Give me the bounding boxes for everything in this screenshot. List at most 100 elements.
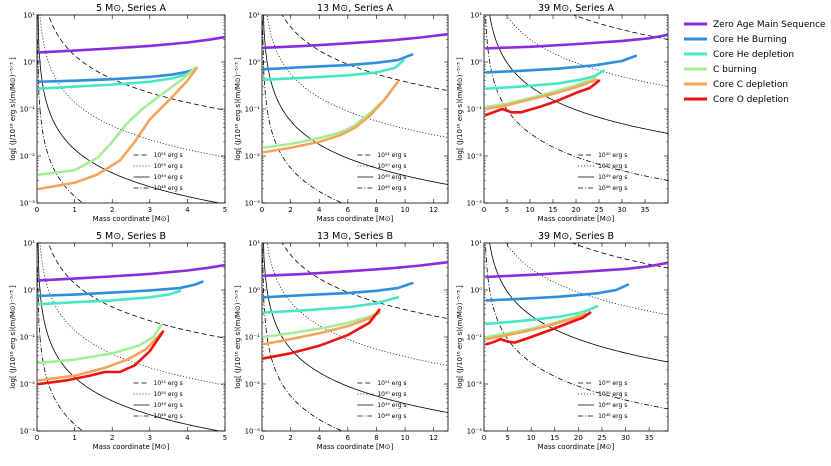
series-line-c_dep	[37, 331, 163, 382]
plot-area	[37, 15, 225, 203]
panel-title: 5 M⊙, Series A	[96, 3, 166, 14]
series-line-c_dep	[485, 312, 587, 341]
x-axis-label: Mass coordinate [M⊙]	[538, 215, 615, 223]
ref-legend-label: 10⁴⁹ erg s	[598, 402, 627, 409]
y-tick-label: 10⁻²	[20, 381, 36, 389]
panel-4: 5 M⊙, Series B 10⁻³ 10⁻² 10⁻¹ 10⁰ 10¹ 0 1 2 3 4 5 Ma…	[9, 231, 227, 451]
series-line-zams	[262, 260, 448, 278]
panel-title: 13 M⊙, Series A	[317, 3, 394, 14]
ref-legend-label: 10⁴⁹ erg s	[598, 174, 627, 181]
x-axis-label: Mass coordinate [M⊙]	[93, 443, 170, 451]
x-tick-label: 5	[505, 434, 509, 442]
y-tick-label: 10⁰	[470, 59, 482, 67]
reference-curve-dashdot	[262, 248, 344, 431]
y-axis-label: log[ (J/10¹⁶ erg s)(m/M⊙)⁻⁵ᐟ³ ]	[9, 285, 17, 389]
series-line-o_dep	[484, 79, 601, 117]
ref-legend-label: 10⁴⁹ erg s	[154, 402, 183, 409]
series-line-he_dep	[262, 295, 400, 314]
reference-curve-dashdot	[485, 15, 668, 181]
panel-6: 39 M⊙, Series B 10⁻³ 10⁻² 10⁻¹ 10⁰ 10¹ 0 5 10 15 2…	[456, 231, 669, 451]
x-axis-label: Mass coordinate [M⊙]	[93, 215, 170, 223]
x-axis-label: Mass coordinate [M⊙]	[317, 443, 394, 451]
ref-legend-label: 10⁵⁰ erg s	[598, 163, 627, 170]
reference-curve-dashed	[48, 15, 225, 111]
panel-3: 39 M⊙, Series A 10⁻³ 10⁻² 10⁻¹ 10⁰ 10¹ 0 5 10 15 2…	[456, 3, 669, 223]
x-tick-label: 1	[72, 206, 76, 214]
series-line-o_dep	[262, 308, 381, 360]
reference-curve-dashdot	[262, 20, 344, 203]
plot-area	[485, 243, 668, 410]
ref-legend-label: 10⁵⁰ erg s	[377, 163, 406, 170]
series-line-he_burn	[484, 54, 638, 74]
ref-legend-label: 10⁵⁰ erg s	[598, 380, 627, 387]
x-tick-label: 12	[429, 206, 438, 214]
x-tick-label: 0	[35, 206, 39, 214]
y-tick-label: 10¹	[470, 12, 482, 20]
panel-1: 5 M⊙, Series A 10⁻³ 10⁻² 10⁻¹ 10⁰ 10¹ 0 1 2 3 4 5 Ma…	[9, 3, 227, 223]
y-tick-label: 10⁻³	[20, 428, 36, 436]
panel-title: 5 M⊙, Series B	[96, 231, 166, 242]
x-tick-label: 8	[374, 434, 378, 442]
plot-area	[262, 15, 448, 203]
x-tick-label: 0	[260, 434, 264, 442]
y-tick-label: 10⁻²	[20, 153, 36, 161]
y-axis-label: log[ (J/10¹⁶ erg s)(m/M⊙)⁻⁵ᐟ³ ]	[9, 57, 17, 161]
ref-legend-label: 10⁵⁰ erg s	[154, 163, 183, 170]
reference-curve-solid	[489, 243, 668, 363]
y-tick-label: 10⁻³	[20, 200, 36, 208]
legend-label-he_burn: Core He Burning	[713, 35, 787, 45]
plot-area	[37, 243, 225, 431]
legend-label-he_dep: Core He depletion	[713, 50, 794, 60]
ref-legend-label: 10⁵¹ erg s	[154, 152, 183, 159]
y-tick-label: 10⁻³	[467, 428, 483, 436]
x-tick-label: 5	[505, 206, 509, 214]
x-tick-label: 6	[346, 434, 351, 442]
reference-curve-solid	[263, 15, 448, 185]
y-tick-label: 10⁻¹	[20, 334, 36, 342]
x-tick-label: 0	[482, 206, 486, 214]
series-line-zams	[37, 35, 225, 54]
x-tick-label: 0	[260, 206, 264, 214]
x-tick-label: 5	[223, 206, 227, 214]
y-axis-label: log[ (J/10¹⁶ erg s)(m/M⊙)⁻⁵ᐟ³ ]	[456, 57, 464, 161]
x-tick-label: 15	[549, 206, 558, 214]
reference-curve-dotted	[266, 243, 448, 366]
x-axis-label: Mass coordinate [M⊙]	[317, 215, 394, 223]
series-line-he_dep	[262, 58, 405, 82]
y-tick-label: 10⁰	[248, 59, 260, 67]
y-tick-label: 10¹	[23, 240, 35, 248]
y-tick-label: 10⁰	[23, 287, 35, 295]
y-tick-label: 10⁻¹	[467, 334, 483, 342]
x-tick-label: 20	[572, 206, 581, 214]
series-line-c_dep	[262, 80, 400, 154]
legend-label-zams: Zero Age Main Sequence	[713, 20, 826, 30]
x-tick-label: 30	[621, 434, 630, 442]
x-tick-label: 8	[374, 206, 378, 214]
main-legend: Zero Age Main Sequence Core He Burning Cor…	[684, 20, 826, 105]
series-line-c_dep	[37, 66, 199, 191]
y-tick-label: 10⁻³	[245, 428, 261, 436]
ref-legend-label: 10⁵⁰ erg s	[154, 391, 183, 398]
plot-area	[484, 15, 668, 181]
x-tick-label: 35	[641, 206, 650, 214]
ref-legend-label: 10⁴⁹ erg s	[377, 174, 406, 181]
ref-legend-label: 10⁵⁰ erg s	[377, 391, 406, 398]
ref-legend-label: 10⁴⁹ erg s	[154, 174, 183, 181]
y-tick-label: 10⁰	[248, 287, 260, 295]
x-tick-label: 2	[110, 434, 114, 442]
x-tick-label: 10	[401, 434, 410, 442]
y-tick-label: 10⁻¹	[20, 106, 36, 114]
series-line-he_dep	[484, 69, 605, 91]
legend-label-c_dep: Core C depletion	[713, 80, 788, 90]
x-tick-label: 30	[618, 206, 627, 214]
series-line-he_burn	[37, 67, 197, 84]
panel-5: 13 M⊙, Series B 10⁻³ 10⁻² 10⁻¹ 10⁰ 10¹ 0 2 4 6 8 10…	[234, 231, 449, 451]
y-tick-label: 10⁻²	[467, 153, 483, 161]
x-tick-label: 35	[645, 434, 654, 442]
series-line-c_burn	[37, 66, 197, 176]
x-tick-label: 25	[595, 206, 604, 214]
x-tick-label: 2	[288, 206, 292, 214]
x-tick-label: 10	[526, 206, 535, 214]
x-tick-label: 3	[148, 206, 152, 214]
